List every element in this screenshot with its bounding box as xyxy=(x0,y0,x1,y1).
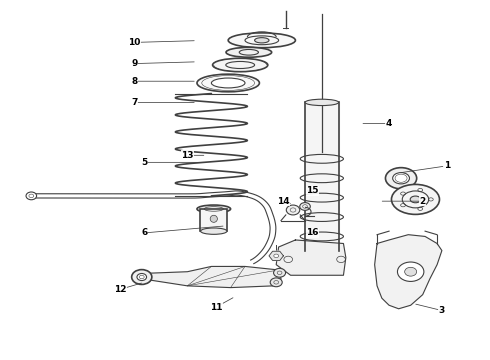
Ellipse shape xyxy=(405,267,416,276)
Text: 1: 1 xyxy=(443,161,450,170)
Ellipse shape xyxy=(273,268,286,277)
Text: 5: 5 xyxy=(141,158,147,167)
Ellipse shape xyxy=(286,205,300,215)
Ellipse shape xyxy=(226,48,271,57)
Ellipse shape xyxy=(200,228,227,234)
Ellipse shape xyxy=(197,205,231,213)
Polygon shape xyxy=(276,240,346,275)
Ellipse shape xyxy=(397,262,424,282)
Text: 3: 3 xyxy=(439,306,445,315)
Ellipse shape xyxy=(132,270,152,284)
Ellipse shape xyxy=(270,278,282,287)
Polygon shape xyxy=(305,102,339,251)
Ellipse shape xyxy=(410,196,421,203)
Ellipse shape xyxy=(211,78,245,88)
Text: 15: 15 xyxy=(306,186,318,195)
Text: 2: 2 xyxy=(419,197,426,206)
Ellipse shape xyxy=(392,184,440,215)
Ellipse shape xyxy=(305,99,339,105)
Ellipse shape xyxy=(386,168,416,189)
Text: 12: 12 xyxy=(114,285,126,294)
Text: 9: 9 xyxy=(131,59,138,68)
Ellipse shape xyxy=(213,58,268,72)
Ellipse shape xyxy=(210,215,218,222)
Ellipse shape xyxy=(274,254,279,258)
Ellipse shape xyxy=(228,33,295,48)
Text: 13: 13 xyxy=(181,151,194,160)
Text: 11: 11 xyxy=(210,302,222,311)
Text: 10: 10 xyxy=(128,38,141,47)
Polygon shape xyxy=(375,235,442,309)
Text: 8: 8 xyxy=(131,77,138,86)
Text: 4: 4 xyxy=(386,119,392,128)
Text: 6: 6 xyxy=(141,229,147,238)
Ellipse shape xyxy=(197,74,259,92)
Text: 16: 16 xyxy=(306,229,318,238)
Text: 7: 7 xyxy=(131,98,138,107)
Ellipse shape xyxy=(26,192,37,200)
Ellipse shape xyxy=(255,38,269,43)
Polygon shape xyxy=(269,251,283,260)
Text: 14: 14 xyxy=(277,197,290,206)
Ellipse shape xyxy=(392,172,410,184)
Ellipse shape xyxy=(300,203,310,210)
Bar xyxy=(200,209,227,231)
Ellipse shape xyxy=(137,274,147,280)
Polygon shape xyxy=(142,266,281,288)
